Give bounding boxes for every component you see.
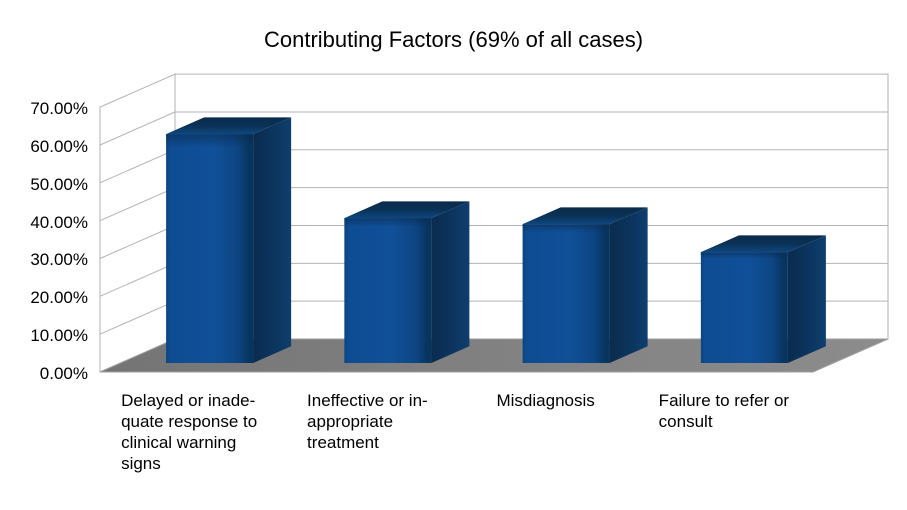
category-label-misdiagnosis: Misdiagnosis bbox=[496, 391, 595, 410]
y-axis-tick-label: 70.00% bbox=[30, 99, 88, 119]
y-axis-tick-label: 40.00% bbox=[30, 212, 88, 232]
y-axis-tick-label: 60.00% bbox=[30, 136, 88, 156]
y-axis-tick-label: 20.00% bbox=[30, 288, 88, 308]
left-wall bbox=[99, 73, 176, 373]
y-axis-tick-label: 0.00% bbox=[39, 364, 88, 383]
y-axis-tick-label: 30.00% bbox=[30, 250, 88, 270]
category-label-failure-to-refer: Failure to refer or consult bbox=[658, 391, 790, 431]
category-label-delayed-or-inadequate: Delayed or inade- quate response to clin… bbox=[121, 391, 258, 473]
bar-ineffective-or-inappropriate bbox=[344, 201, 470, 363]
floor bbox=[99, 338, 889, 373]
bar-delayed-or-inadequate bbox=[166, 117, 292, 363]
category-label-ineffective-or-inappropriate: Ineffective or in- appropriate treatment bbox=[307, 391, 428, 452]
bar-misdiagnosis bbox=[522, 207, 648, 363]
y-axis-tick-label: 10.00% bbox=[30, 326, 88, 346]
chart-title: Contributing Factors (69% of all cases) bbox=[263, 27, 644, 52]
y-axis-tick-label: 50.00% bbox=[30, 174, 88, 194]
bar-failure-to-refer bbox=[700, 235, 826, 363]
